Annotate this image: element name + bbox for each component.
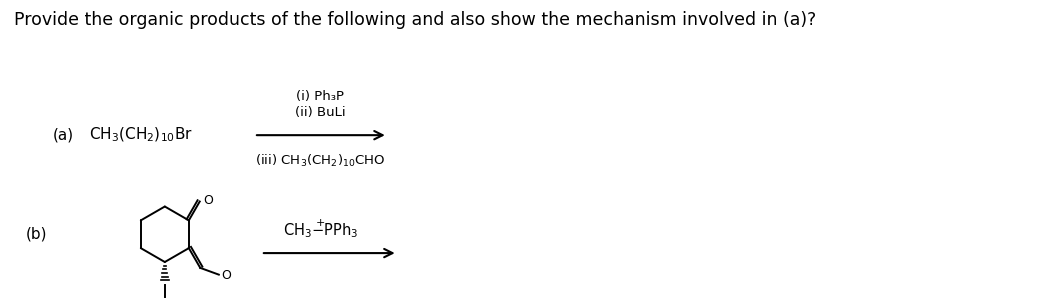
Text: (i) Ph₃P: (i) Ph₃P	[296, 91, 344, 103]
Text: Provide the organic products of the following and also show the mechanism involv: Provide the organic products of the foll…	[15, 11, 817, 29]
Text: O: O	[221, 269, 232, 282]
Text: (ii) BuLi: (ii) BuLi	[295, 106, 346, 119]
Text: (a): (a)	[53, 128, 74, 143]
Text: +: +	[316, 218, 325, 228]
Text: $\mathregular{(iii)\ CH_3(CH_2)_{10}CHO}$: $\mathregular{(iii)\ CH_3(CH_2)_{10}CHO}…	[256, 153, 385, 169]
Text: $\mathregular{CH_3(CH_2)_{10}Br}$: $\mathregular{CH_3(CH_2)_{10}Br}$	[88, 126, 192, 144]
Text: O: O	[204, 194, 213, 207]
Text: (b): (b)	[26, 227, 48, 242]
Text: $\mathregular{CH_3}$$\mathregular{-PPh_3}$: $\mathregular{CH_3}$$\mathregular{-PPh_3…	[283, 222, 358, 240]
